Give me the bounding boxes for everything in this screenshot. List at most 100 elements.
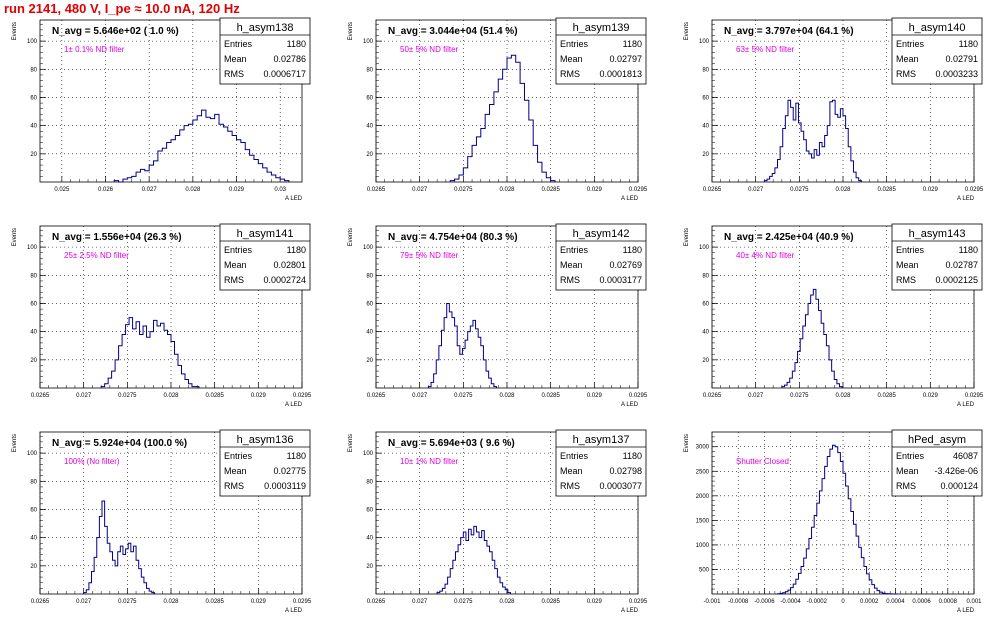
- x-tick-label: 0.0295: [629, 393, 648, 399]
- stat-value: -3.426e-06: [934, 466, 978, 476]
- histogram-bin: [154, 320, 157, 388]
- y-tick-label: 80: [30, 67, 37, 73]
- y-tick-label: 60: [702, 301, 709, 307]
- histogram-bin: [436, 360, 439, 388]
- page-title: run 2141, 480 V, I_pe ≈ 10.0 nA, 120 Hz: [4, 1, 240, 16]
- histogram-bin: [154, 161, 158, 182]
- annotation-label: 100% (No filter): [64, 457, 120, 466]
- x-tick-label: 0.029: [587, 187, 603, 193]
- histogram-bin: [848, 499, 851, 594]
- x-tick-label: 0.0285: [205, 599, 224, 605]
- histogram-bin: [285, 181, 289, 182]
- histogram-bin: [237, 140, 241, 182]
- x-tick-label: 0.0295: [293, 393, 312, 399]
- stat-value: 0.0001813: [599, 69, 642, 79]
- histogram-bin: [835, 447, 838, 594]
- x-tick-label: 0.0295: [629, 599, 648, 605]
- histogram-bin: [431, 382, 434, 388]
- x-tick-label: 0.027: [76, 599, 92, 605]
- histogram-bin: [476, 329, 479, 388]
- stat-value: 0.02791: [945, 54, 978, 64]
- histogram-bin: [149, 591, 152, 594]
- y-tick-label: 1500: [696, 518, 710, 524]
- stats-box-frame: [219, 17, 311, 85]
- histogram-bin: [254, 159, 258, 182]
- y-tick-label: 60: [30, 301, 37, 307]
- histogram-bin: [147, 588, 150, 594]
- x-tick-label: 0.0265: [367, 599, 386, 605]
- annotation-label: 79± 5% ND filter: [400, 251, 459, 260]
- stat-value: 0.0002724: [263, 275, 306, 285]
- histogram-bin: [853, 172, 856, 182]
- histogram-bin: [835, 114, 838, 182]
- stat-label: Entries: [896, 39, 925, 49]
- histogram-bin: [498, 79, 502, 182]
- histogram-bin: [804, 558, 807, 594]
- histogram-bin: [856, 178, 859, 182]
- x-tick-label: 0.028: [163, 599, 179, 605]
- stats-box: h_asym141 Entries 1180 Mean 0.02801 RMS 0.0002…: [219, 223, 311, 291]
- histogram-bin: [806, 151, 809, 182]
- y-tick-label: 40: [366, 124, 373, 130]
- histogram-bin: [245, 150, 249, 182]
- x-tick-label: 0.028: [835, 393, 851, 399]
- histogram-bin: [115, 360, 118, 388]
- histogram-bin: [780, 147, 783, 182]
- histogram-bin: [811, 295, 814, 388]
- headline-label: N_avg = 5.646e+02 ( 1.0 %): [52, 26, 179, 37]
- stat-label: Entries: [896, 451, 925, 461]
- histogram-bin: [848, 147, 851, 182]
- histogram-bin: [455, 179, 459, 182]
- histogram-bin: [840, 461, 843, 594]
- histogram-bin: [94, 557, 97, 594]
- x-tick-label: 0.0285: [877, 393, 896, 399]
- histogram-bin: [825, 466, 828, 594]
- histogram-bin: [181, 374, 184, 388]
- histogram-series: [781, 288, 843, 388]
- histogram-bin: [516, 62, 520, 182]
- x-tick-label: 0.029: [251, 599, 267, 605]
- x-tick-label: 0.0008: [939, 599, 958, 605]
- histogram-bin: [843, 473, 846, 594]
- histogram-bin: [473, 320, 476, 388]
- y-axis-label: Events: [12, 434, 18, 452]
- histogram-bin: [193, 120, 197, 182]
- stats-box-frame: [891, 429, 983, 497]
- histogram-bin: [491, 384, 494, 388]
- headline-label: N_avg = 3.797e+04 (64.1 %): [724, 26, 854, 37]
- histogram-bin: [788, 100, 791, 182]
- histogram-bin: [168, 334, 171, 388]
- x-tick-label: 0.027: [748, 393, 764, 399]
- histogram-bin: [819, 311, 822, 388]
- x-tick-label: 0.0265: [367, 187, 386, 193]
- histogram-bin: [102, 501, 105, 594]
- plot-h_asym137: 0.0265 0.027 0.0275 0.028 0.0285 0.029 0.0295 2…: [348, 429, 648, 614]
- histogram-bin: [801, 131, 804, 182]
- y-tick-label: 40: [702, 330, 709, 336]
- y-tick-label: 20: [702, 358, 709, 364]
- histogram-bin: [792, 371, 795, 388]
- x-axis-label: A LED: [957, 402, 975, 408]
- plot-h_asym142: 0.0265 0.027 0.0275 0.028 0.0285 0.029 0.0295 2…: [348, 223, 648, 408]
- histogram-bin: [195, 387, 198, 388]
- histogram-bin: [175, 136, 179, 182]
- histogram-bin: [788, 590, 791, 594]
- histogram-bin: [833, 100, 836, 182]
- x-tick-label: 0.0275: [790, 393, 809, 399]
- stats-box: h_asym143 Entries 1180 Mean 0.02787 RMS 0.0002…: [891, 223, 983, 291]
- histogram-bin: [872, 585, 875, 594]
- y-tick-label: 20: [30, 152, 37, 158]
- histogram-bin: [107, 543, 110, 594]
- histogram-bin: [108, 378, 111, 388]
- histogram-bin: [157, 326, 160, 388]
- y-axis-label: Events: [348, 228, 354, 246]
- histogram-bin: [122, 334, 125, 388]
- histogram-bin: [167, 143, 171, 182]
- histogram-bin: [497, 577, 500, 594]
- histogram-bin: [460, 354, 463, 388]
- histogram-bin: [99, 517, 102, 594]
- histogram-bin: [827, 457, 830, 594]
- plot-frame: [39, 19, 303, 183]
- x-axis-label: A LED: [621, 196, 639, 202]
